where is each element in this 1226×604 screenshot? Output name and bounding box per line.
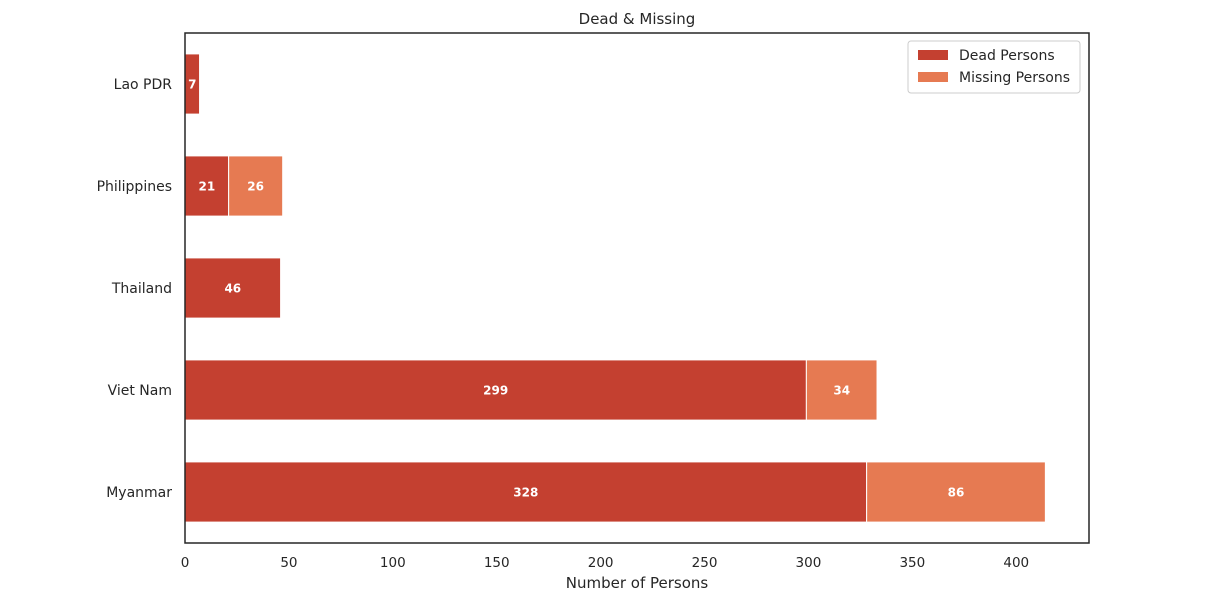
plot-frame xyxy=(184,32,1090,544)
x-tick-label: 300 xyxy=(796,555,822,571)
bars-layer: 328 86 299 34 46 21 26 7 xyxy=(184,53,1046,523)
bar-value-label: 21 xyxy=(198,180,215,194)
legend-swatch-missing-persons xyxy=(918,72,948,82)
y-axis-labels: Myanmar Viet Nam Thailand Philippines Lao PD… xyxy=(97,77,173,501)
bar-value-label: 299 xyxy=(483,384,508,398)
legend-label-dead-persons: Dead Persons xyxy=(959,48,1055,64)
x-tick-label: 50 xyxy=(280,555,297,571)
x-tick-label: 150 xyxy=(484,555,510,571)
x-tick-label: 200 xyxy=(588,555,614,571)
bar-value-label: 34 xyxy=(833,384,850,398)
legend-box xyxy=(907,40,1081,94)
y-tick-label-philippines: Philippines xyxy=(97,179,172,195)
bar-thailand-dead-persons xyxy=(184,257,282,319)
bar-philippines-missing-persons xyxy=(228,155,284,217)
x-tick-label: 400 xyxy=(1003,555,1029,571)
bar-value-label: 46 xyxy=(224,282,241,296)
bar-myanmar-dead-persons xyxy=(184,461,868,523)
bar-viet-nam-missing-persons xyxy=(805,359,878,421)
x-tick-label: 250 xyxy=(692,555,718,571)
chart-title: Dead & Missing xyxy=(579,10,696,28)
x-axis-label: Number of Persons xyxy=(566,574,709,592)
x-tick-label: 0 xyxy=(181,555,190,571)
bar-value-label: 328 xyxy=(513,486,538,500)
x-tick-label: 100 xyxy=(380,555,406,571)
y-tick-label-myanmar: Myanmar xyxy=(106,485,172,501)
bar-value-label: 26 xyxy=(247,180,264,194)
legend-label-missing-persons: Missing Persons xyxy=(959,70,1070,86)
bar-value-label: 7 xyxy=(188,78,196,92)
bar-myanmar-missing-persons xyxy=(866,461,1046,523)
bar-value-label: 86 xyxy=(948,486,965,500)
x-axis-ticks: 0 50 100 150 200 250 300 350 400 xyxy=(181,555,1029,571)
x-tick-label: 350 xyxy=(899,555,925,571)
legend-swatch-dead-persons xyxy=(918,50,948,60)
y-tick-label-thailand: Thailand xyxy=(111,281,172,297)
y-tick-label-lao-pdr: Lao PDR xyxy=(114,77,173,93)
legend: Dead Persons Missing Persons xyxy=(907,40,1081,94)
bar-viet-nam-dead-persons xyxy=(184,359,807,421)
y-tick-label-viet-nam: Viet Nam xyxy=(108,383,172,399)
